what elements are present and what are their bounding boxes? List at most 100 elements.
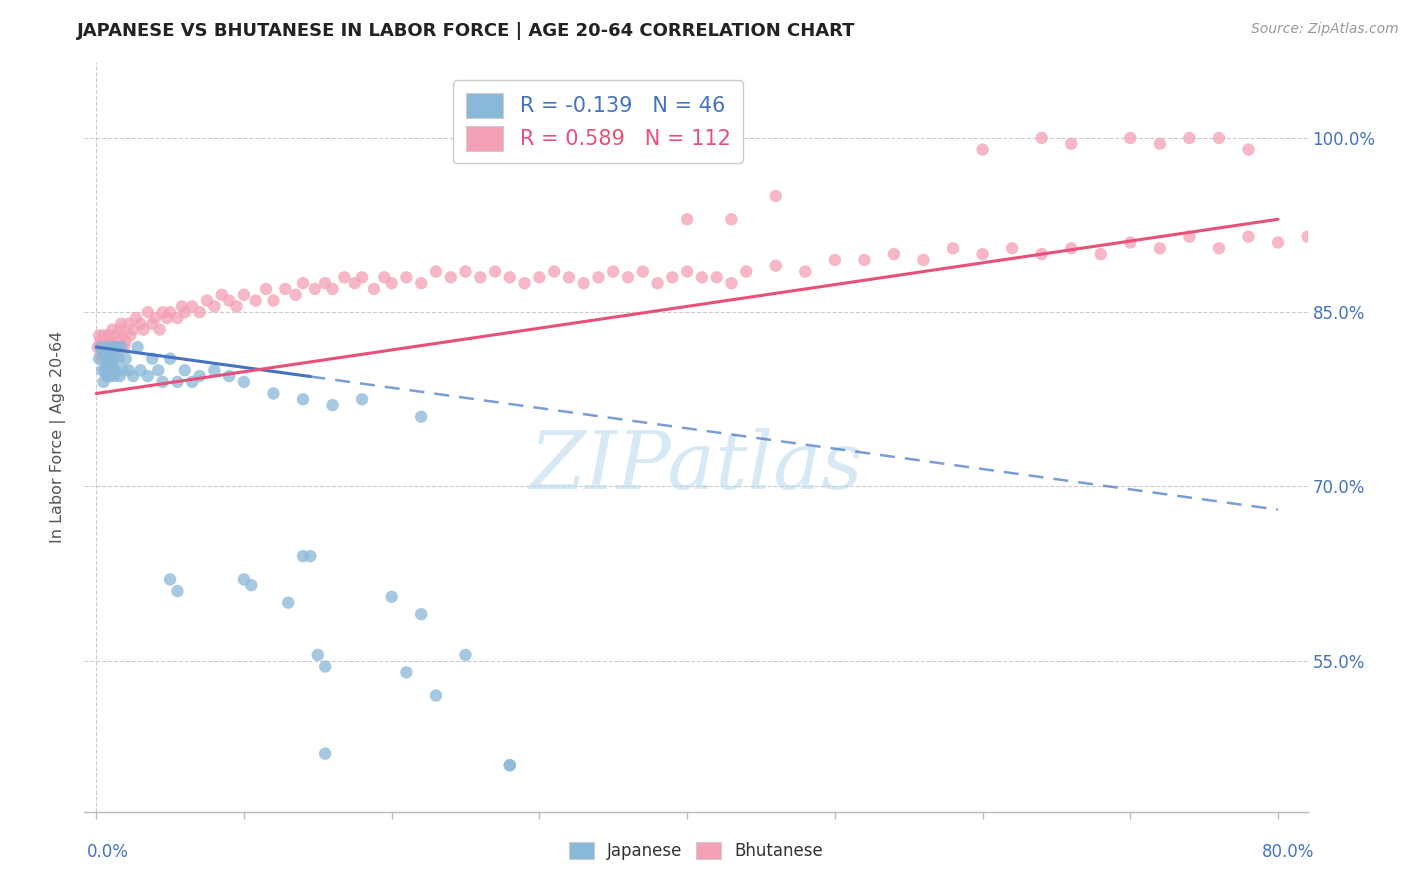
Point [262, 293, 284, 308]
Point [98, 351, 121, 366]
Y-axis label: In Labor Force | Age 20-64: In Labor Force | Age 20-64 [49, 331, 66, 543]
Point [152, 305, 174, 319]
Point [1178, 229, 1201, 244]
Point [97, 358, 120, 372]
Point [440, 270, 463, 285]
Point [152, 375, 174, 389]
Point [110, 317, 132, 331]
Point [363, 282, 385, 296]
Point [794, 264, 817, 278]
Text: Source: ZipAtlas.com: Source: ZipAtlas.com [1251, 22, 1399, 37]
Point [232, 375, 254, 389]
Point [97, 328, 120, 343]
Point [86, 340, 108, 354]
Point [188, 305, 211, 319]
Point [218, 369, 240, 384]
Point [89, 351, 111, 366]
Point [470, 270, 492, 285]
Point [107, 334, 129, 349]
Point [262, 386, 284, 401]
Point [484, 264, 506, 278]
Point [274, 282, 297, 296]
Point [148, 363, 170, 377]
Point [195, 293, 218, 308]
Point [98, 369, 121, 384]
Point [425, 689, 447, 703]
Point [543, 264, 565, 278]
Point [156, 311, 179, 326]
Point [1149, 241, 1171, 255]
Point [824, 252, 846, 267]
Point [93, 340, 115, 354]
Point [103, 351, 125, 366]
Point [720, 276, 742, 290]
Point [499, 758, 522, 772]
Point [395, 270, 418, 285]
Point [101, 323, 124, 337]
Point [352, 270, 374, 285]
Point [114, 351, 136, 366]
Text: ZIPatlas: ZIPatlas [529, 428, 863, 506]
Point [277, 596, 299, 610]
Point [425, 264, 447, 278]
Point [89, 328, 111, 343]
Point [765, 259, 787, 273]
Point [883, 247, 905, 261]
Point [129, 363, 152, 377]
Point [111, 363, 134, 377]
Point [202, 299, 225, 313]
Point [104, 363, 127, 377]
Point [159, 573, 181, 587]
Point [103, 328, 125, 343]
Point [94, 363, 117, 377]
Point [181, 375, 204, 389]
Point [225, 299, 247, 313]
Point [352, 392, 374, 407]
Point [159, 305, 181, 319]
Text: 0.0%: 0.0% [87, 843, 129, 861]
Point [1208, 241, 1230, 255]
Point [1031, 131, 1053, 145]
Point [304, 282, 326, 296]
Point [166, 375, 188, 389]
Point [136, 305, 159, 319]
Point [232, 573, 254, 587]
Point [166, 311, 188, 326]
Point [1001, 241, 1024, 255]
Point [647, 276, 669, 290]
Point [125, 311, 148, 326]
Point [343, 276, 366, 290]
Point [292, 549, 315, 563]
Point [454, 264, 477, 278]
Point [240, 578, 263, 592]
Point [97, 340, 120, 354]
Point [853, 252, 876, 267]
Point [105, 340, 128, 354]
Point [173, 305, 195, 319]
Point [104, 340, 127, 354]
Legend: Japanese, Bhutanese: Japanese, Bhutanese [562, 836, 830, 867]
Point [381, 590, 404, 604]
Point [149, 323, 172, 337]
Point [314, 659, 336, 673]
Point [100, 340, 122, 354]
Point [96, 369, 118, 384]
Point [141, 351, 163, 366]
Point [118, 317, 141, 331]
Point [1237, 143, 1260, 157]
Point [314, 276, 336, 290]
Point [942, 241, 965, 255]
Point [132, 323, 155, 337]
Point [97, 340, 120, 354]
Point [395, 665, 418, 680]
Point [1326, 235, 1348, 250]
Point [972, 247, 994, 261]
Point [588, 270, 610, 285]
Point [299, 549, 322, 563]
Text: JAPANESE VS BHUTANESE IN LABOR FORCE | AGE 20-64 CORRELATION CHART: JAPANESE VS BHUTANESE IN LABOR FORCE | A… [77, 22, 856, 40]
Point [972, 143, 994, 157]
Point [90, 334, 112, 349]
Point [127, 340, 149, 354]
Point [166, 584, 188, 599]
Point [94, 346, 117, 360]
